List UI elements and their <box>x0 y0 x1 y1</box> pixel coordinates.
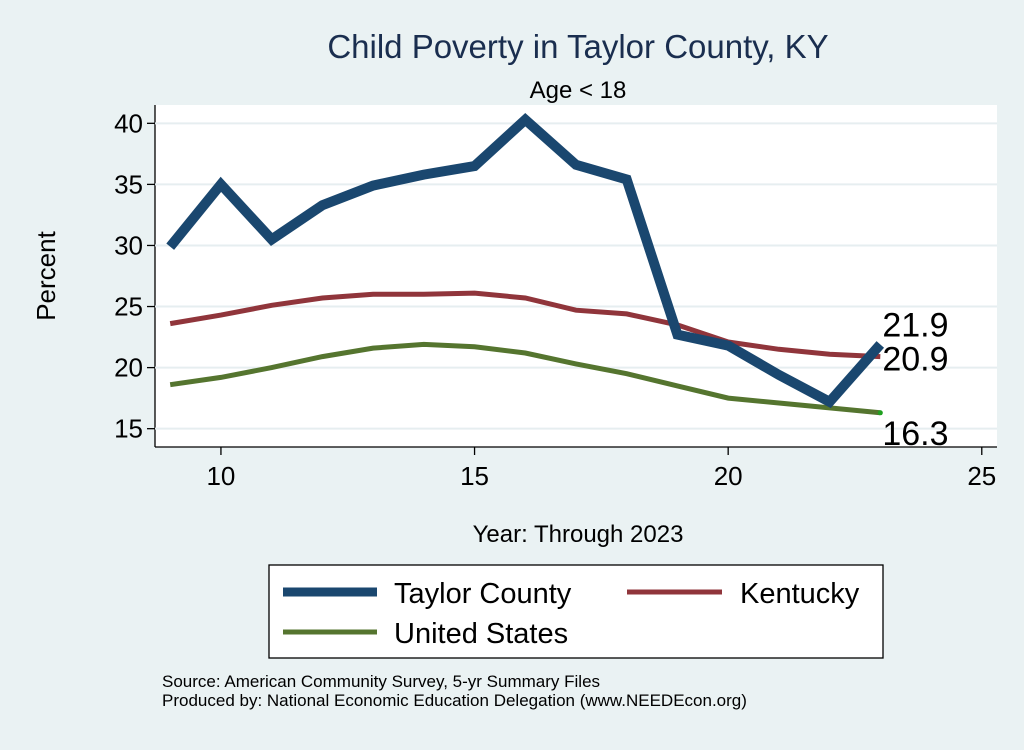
end-labels: 21.920.9 16.3 <box>882 306 948 452</box>
series-lines <box>166 112 885 416</box>
series-endpoint-united-states <box>877 410 883 416</box>
axis-ticks: 15 20 25 30 35 40 10 15 20 25 <box>114 108 996 491</box>
legend: Taylor County Kentucky United States <box>268 564 884 659</box>
series-line-united-states <box>169 341 881 416</box>
chart-title: Child Poverty in Taylor County, KY <box>327 28 828 65</box>
x-tick-label: 25 <box>967 461 996 491</box>
end-label-united-states: 16.3 <box>882 415 948 453</box>
legend-label-united-states: United States <box>394 618 568 650</box>
y-axis-label: Percent <box>31 230 61 320</box>
y-tick-label: 15 <box>114 414 143 444</box>
end-label-kentucky: 20.9 <box>882 341 948 379</box>
grid <box>155 122 997 430</box>
legend-label-taylor-county: Taylor County <box>394 578 572 610</box>
plot-area <box>155 105 997 447</box>
produced-by-line: Produced by: National Economic Education… <box>162 691 747 710</box>
x-tick-label: 20 <box>714 461 743 491</box>
end-label-taylor-county: 21.9 <box>882 306 948 344</box>
legend-box <box>268 564 884 659</box>
series-line-taylor-county <box>166 112 885 409</box>
y-tick-label: 40 <box>114 108 143 138</box>
chart-subtitle: Age < 18 <box>530 77 627 104</box>
legend-label-kentucky: Kentucky <box>740 578 860 610</box>
x-tick-label: 15 <box>460 461 489 491</box>
y-tick-label: 35 <box>114 169 143 199</box>
y-tick-label: 30 <box>114 230 143 260</box>
series-line-kentucky <box>169 290 881 360</box>
source-notes: Source: American Community Survey, 5-yr … <box>162 672 747 710</box>
x-tick-label: 10 <box>206 461 235 491</box>
y-tick-label: 20 <box>114 353 143 383</box>
source-line: Source: American Community Survey, 5-yr … <box>162 672 601 691</box>
x-axis-label: Year: Through 2023 <box>473 521 684 548</box>
y-tick-label: 25 <box>114 292 143 322</box>
